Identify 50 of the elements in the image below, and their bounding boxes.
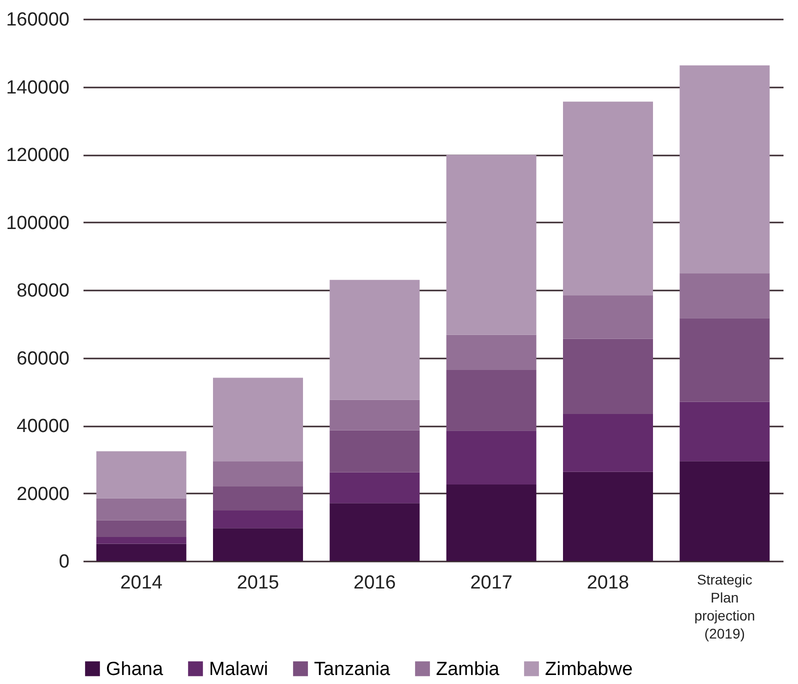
bar [563, 338, 653, 414]
y-tick-label: 20000 [16, 484, 70, 505]
bar [446, 430, 536, 484]
y-tick-label: 140000 [6, 77, 70, 98]
x-tick-label: 2015 [236, 572, 280, 594]
legend-label: Ghana [106, 658, 164, 680]
y-tick-label: 60000 [16, 348, 70, 370]
bar [330, 280, 420, 400]
legend-label: Tanzania [314, 658, 390, 680]
bar [213, 486, 303, 511]
bar [680, 461, 770, 561]
bar [563, 414, 653, 472]
bar [330, 472, 420, 504]
y-tick-label: 160000 [6, 10, 70, 30]
bar [213, 510, 303, 528]
x-tick-label: 2017 [470, 572, 512, 594]
bar [330, 430, 420, 472]
bar [563, 102, 653, 296]
bar [446, 370, 536, 431]
y-tick-label: 0 [58, 552, 70, 572]
bar [563, 295, 653, 339]
legend-label: Malawi [209, 658, 268, 680]
bar [213, 528, 303, 561]
x-tick-label: 2016 [354, 572, 396, 594]
bar [330, 503, 420, 561]
y-tick-label: 120000 [6, 145, 70, 166]
bar [96, 498, 186, 520]
bar [213, 378, 303, 462]
bar [446, 154, 536, 335]
bar [96, 536, 186, 544]
y-tick-label: 100000 [6, 212, 70, 234]
x-tick-label: 2014 [120, 572, 163, 594]
bar [213, 461, 303, 486]
bar [96, 451, 186, 498]
bar [446, 334, 536, 370]
y-tick-label: 40000 [16, 416, 70, 437]
bar [446, 484, 536, 561]
bar [330, 400, 420, 430]
legend-label: Zimbabwe [545, 658, 633, 680]
bar [680, 273, 770, 318]
x-tick-label: Strategic Plan projection (2019) [694, 572, 756, 642]
bar [96, 544, 186, 561]
bar [680, 65, 770, 274]
bar [680, 318, 770, 402]
legend-label: Zambia [436, 658, 500, 680]
bar [680, 402, 770, 462]
bar [563, 472, 653, 561]
bar [96, 520, 186, 537]
x-tick-label: 2018 [586, 572, 630, 594]
y-tick-label: 80000 [16, 280, 70, 302]
